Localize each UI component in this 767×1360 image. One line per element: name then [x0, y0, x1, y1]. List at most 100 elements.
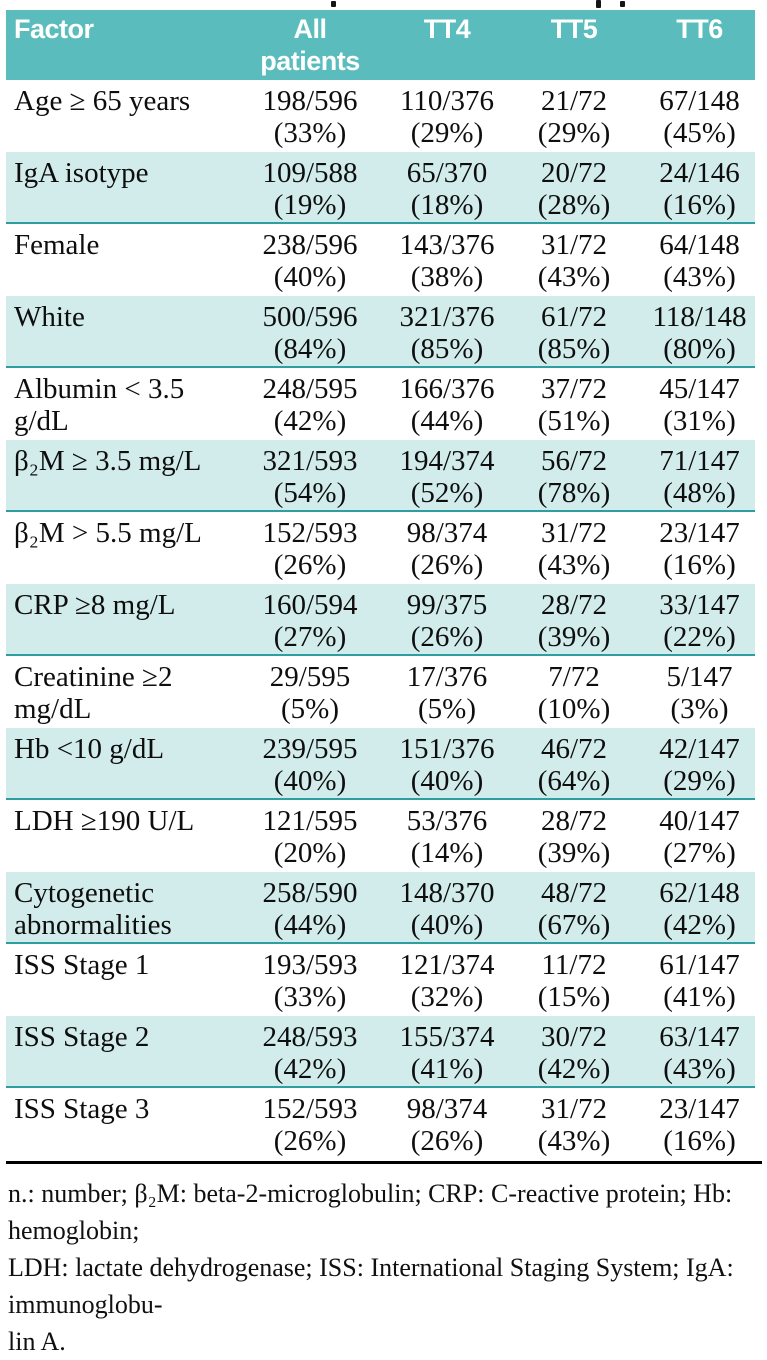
factor-label: Hb <10 g/dL	[14, 733, 165, 765]
percent-cell: (41%)	[410, 1053, 484, 1085]
table-footnote: n.: number; β₂M: beta-2-microglobulin; C…	[6, 1164, 755, 1360]
table-bottom-rule	[6, 1161, 762, 1164]
table-row: ISS Stage 2 248/593 155/374 30/72 63/147…	[6, 1016, 755, 1088]
value-cell: 31/72	[540, 1093, 608, 1125]
percent-cell: (38%)	[410, 261, 484, 293]
factor-label: LDH ≥190 U/L	[14, 805, 195, 837]
value-cell: 37/72	[540, 373, 608, 405]
factor-label: β₂M ≥ 3.5 mg/L	[14, 445, 202, 477]
clipped-text-fragment	[620, 1, 625, 7]
percent-cell: (27%)	[273, 621, 347, 653]
value-cell: 238/596	[262, 229, 358, 261]
percent-cell: (43%)	[663, 1053, 736, 1085]
table-row: Age ≥ 65 years 198/596 110/376 21/72 67/…	[6, 80, 755, 152]
factor-label-line2	[6, 333, 230, 365]
footnote-line: n.: number; β₂M: beta-2-microglobulin; C…	[8, 1179, 733, 1245]
value-cell: 148/370	[399, 877, 495, 909]
percent-cell: (26%)	[273, 1125, 347, 1157]
percent-cell: (29%)	[663, 765, 736, 797]
percent-cell: (78%)	[537, 477, 611, 509]
value-cell: 42/147	[659, 733, 740, 765]
percent-cell: (85%)	[410, 333, 484, 365]
percent-cell: (28%)	[537, 189, 611, 221]
value-cell: 29/595	[269, 661, 351, 693]
value-cell: 21/72	[540, 85, 608, 117]
percent-cell: (40%)	[410, 765, 484, 797]
footnote-line: lin A.	[8, 1327, 66, 1356]
value-cell: 20/72	[540, 157, 608, 189]
percent-cell: (54%)	[273, 477, 347, 509]
factor-label: CRP ≥8 mg/L	[14, 589, 176, 621]
table-row: Hb <10 g/dL 239/595 151/376 46/72 42/147…	[6, 728, 755, 800]
percent-cell: (43%)	[663, 261, 736, 293]
table-header-row: Factor All patients TT4 TT5 TT6	[6, 10, 755, 80]
percent-cell: (44%)	[273, 909, 347, 941]
percent-cell: (5%)	[418, 693, 476, 725]
percent-cell: (16%)	[663, 189, 736, 221]
table-row: Albumin < 3.5 g/dL 248/595 166/376 37/72…	[6, 368, 755, 440]
percent-cell: (26%)	[410, 549, 484, 581]
percent-cell: (43%)	[537, 549, 611, 581]
percent-cell: (41%)	[663, 981, 736, 1013]
value-cell: 33/147	[659, 589, 740, 621]
table-row: Creatinine ≥2 mg/dL 29/595 17/376 7/72 5…	[6, 656, 755, 728]
percent-cell: (15%)	[537, 981, 611, 1013]
factor-label: ISS Stage 1	[14, 949, 150, 981]
value-cell: 46/72	[540, 733, 608, 765]
value-cell: 194/374	[399, 445, 495, 477]
table-row: Female 238/596 143/376 31/72 64/148 (40%…	[6, 224, 755, 296]
table-row: LDH ≥190 U/L 121/595 53/376 28/72 40/147…	[6, 800, 755, 872]
value-cell: 24/146	[659, 157, 740, 189]
percent-cell: (45%)	[663, 117, 736, 149]
factor-label-line2	[6, 189, 230, 221]
factor-label: White	[14, 301, 85, 333]
column-header-all-patients: All patients	[230, 10, 390, 80]
percent-cell: (22%)	[663, 621, 736, 653]
clipped-text-fragment	[331, 1, 336, 7]
percent-cell: (29%)	[537, 117, 611, 149]
factor-label-line2	[6, 621, 230, 653]
percent-cell: (32%)	[410, 981, 484, 1013]
value-cell: 40/147	[659, 805, 740, 837]
value-cell: 53/376	[406, 805, 488, 837]
value-cell: 193/593	[262, 949, 358, 981]
value-cell: 7/72	[548, 661, 600, 693]
percent-cell: (26%)	[273, 549, 347, 581]
percent-cell: (67%)	[537, 909, 611, 941]
column-header-all-line2: patients	[260, 46, 360, 76]
percent-cell: (26%)	[410, 1125, 484, 1157]
value-cell: 17/376	[406, 661, 488, 693]
factor-label-line2	[6, 765, 230, 797]
table-row: ISS Stage 3 152/593 98/374 31/72 23/147 …	[6, 1088, 755, 1160]
percent-cell: (44%)	[410, 405, 484, 437]
value-cell: 152/593	[262, 517, 358, 549]
table-row: β₂M > 5.5 mg/L 152/593 98/374 31/72 23/1…	[6, 512, 755, 584]
value-cell: 155/374	[399, 1021, 495, 1053]
factor-label-line2	[6, 1053, 230, 1085]
table-row: ISS Stage 1 193/593 121/374 11/72 61/147…	[6, 944, 755, 1016]
value-cell: 109/588	[262, 157, 358, 189]
factor-label: Age ≥ 65 years	[14, 85, 191, 117]
factor-label-line2	[6, 261, 230, 293]
percent-cell: (39%)	[537, 837, 611, 869]
factor-label-line2: abnormalities	[14, 909, 172, 941]
percent-cell: (19%)	[273, 189, 347, 221]
column-header-factor: Factor	[14, 14, 94, 44]
percent-cell: (80%)	[663, 333, 736, 365]
value-cell: 118/148	[652, 301, 747, 333]
value-cell: 31/72	[540, 229, 608, 261]
value-cell: 152/593	[262, 1093, 358, 1125]
value-cell: 11/72	[541, 949, 607, 981]
percent-cell: (48%)	[663, 477, 736, 509]
patient-characteristics-table: Factor All patients TT4 TT5 TT6 Age ≥ 65…	[6, 10, 762, 1360]
percent-cell: (52%)	[410, 477, 484, 509]
percent-cell: (42%)	[273, 1053, 347, 1085]
percent-cell: (10%)	[537, 693, 611, 725]
value-cell: 23/147	[659, 517, 740, 549]
value-cell: 98/374	[406, 517, 488, 549]
percent-cell: (33%)	[273, 117, 347, 149]
value-cell: 98/374	[406, 1093, 488, 1125]
column-header-tt5: TT5	[550, 14, 598, 44]
value-cell: 151/376	[399, 733, 495, 765]
factor-label-line2	[6, 405, 230, 437]
